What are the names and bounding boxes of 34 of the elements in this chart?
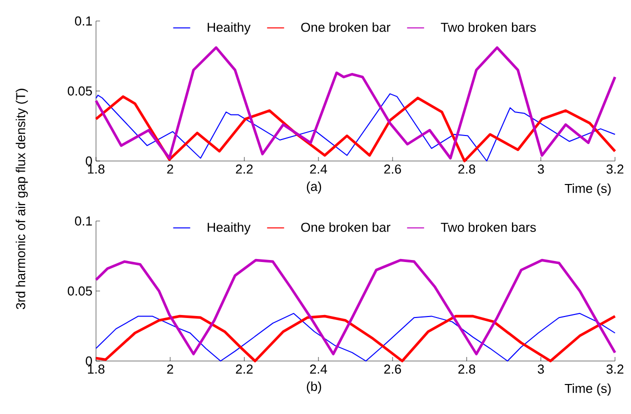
y-tick-label: 0 — [86, 156, 92, 166]
y-tick-label: 0.05 — [68, 286, 92, 296]
x-tick-label: 2.2 — [236, 164, 253, 174]
x-tick-label: 2.2 — [236, 364, 253, 374]
y-axis-title: 3rd harmonic of air gap flux density (T) — [16, 88, 28, 310]
legend-label: One broken bar — [301, 222, 390, 232]
text: (a) — [306, 182, 322, 194]
x-tick-label: 2 — [167, 164, 174, 174]
text: (b) — [306, 382, 322, 394]
x-axis-title: Time (s) — [564, 184, 611, 196]
x-tick-label: 1.8 — [88, 164, 104, 174]
x-axis-title: Time (s) — [564, 384, 611, 396]
legend-label: One broken bar — [301, 22, 390, 32]
legend-label: Heaithy — [208, 222, 251, 234]
x-tick-label: 2 — [167, 364, 174, 374]
y-tick-label: 0.1 — [74, 16, 92, 26]
x-tick-label: 2.6 — [384, 364, 402, 374]
x-tick-label: 2.8 — [458, 164, 476, 174]
x-tick-label: 3.2 — [606, 364, 624, 374]
legend-label: Two broken bars — [440, 22, 536, 32]
x-tick-label: 3 — [538, 164, 544, 174]
line-series — [94, 258, 616, 356]
y-tick-label: 0.05 — [68, 86, 92, 96]
x-tick-label: 3.2 — [606, 164, 624, 174]
y-tick-label: 0 — [86, 356, 92, 366]
x-tick-label: 3 — [538, 364, 544, 374]
x-tick-label: 1.8 — [88, 364, 104, 374]
legend-label: Heaithy — [208, 22, 251, 34]
x-tick-label: 2.4 — [310, 364, 328, 374]
x-tick-label: 2.4 — [310, 164, 328, 174]
x-tick-label: 2.6 — [384, 164, 402, 174]
x-tick-label: 2.8 — [458, 364, 476, 374]
legend-label: Two broken bars — [440, 222, 536, 232]
y-tick-label: 0.1 — [74, 216, 92, 226]
